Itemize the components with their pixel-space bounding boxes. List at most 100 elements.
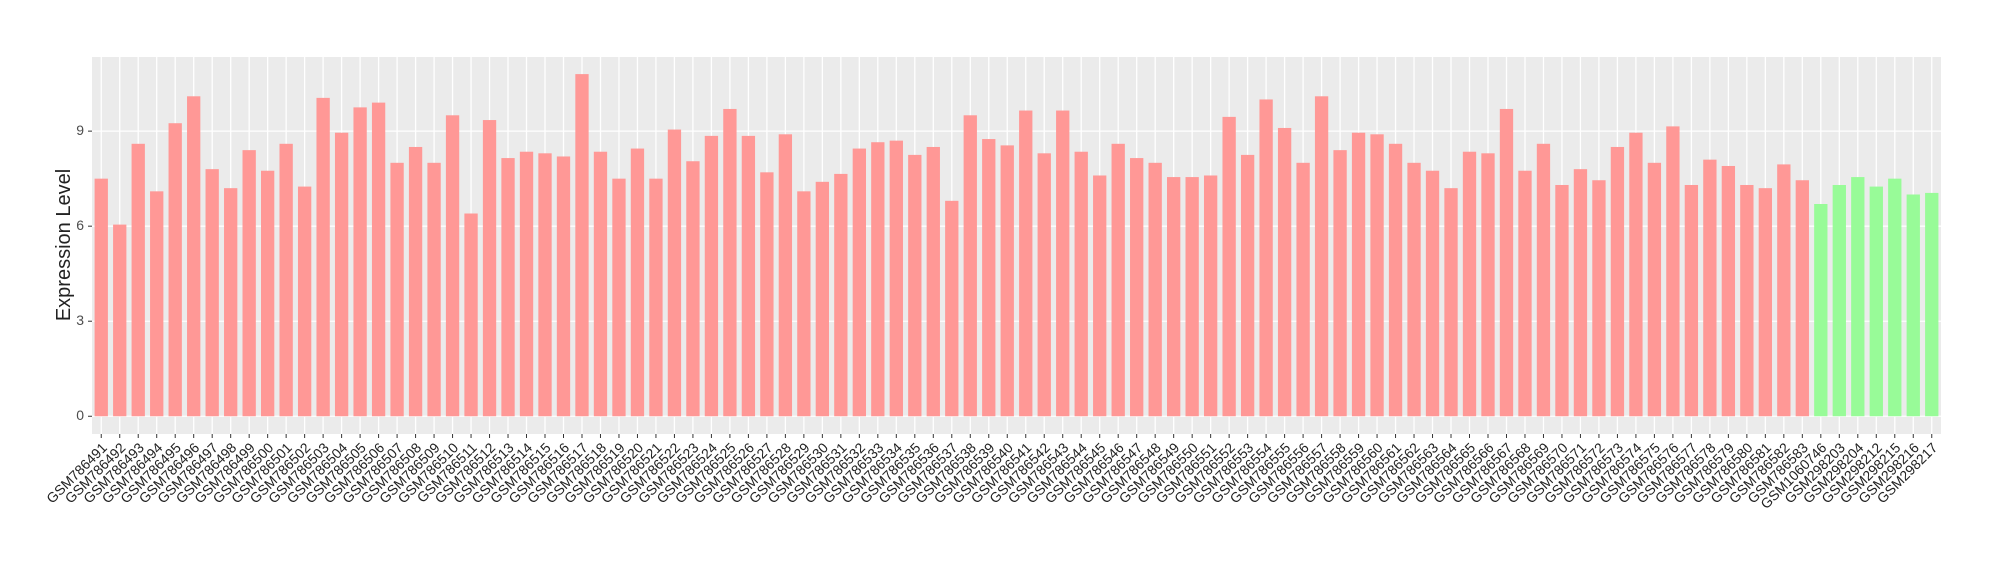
bar — [963, 115, 977, 417]
plot-background — [92, 57, 1941, 434]
bar — [390, 162, 404, 417]
bar — [1074, 151, 1088, 417]
bar — [1351, 132, 1366, 417]
bar — [1721, 165, 1736, 417]
bar — [94, 178, 108, 417]
bar — [1740, 184, 1754, 417]
bar — [723, 108, 737, 417]
bar — [1814, 203, 1828, 417]
bar — [1407, 162, 1421, 417]
bar — [1647, 162, 1662, 417]
bar — [408, 146, 423, 417]
bar — [926, 146, 940, 417]
bar — [1888, 178, 1902, 417]
bar — [538, 153, 552, 417]
bar — [1536, 143, 1551, 417]
bar — [1388, 143, 1403, 417]
bar — [1684, 184, 1699, 417]
bar — [1832, 184, 1846, 417]
bar — [1259, 99, 1273, 417]
bar — [852, 148, 866, 417]
bar — [353, 107, 367, 417]
bar — [908, 154, 922, 417]
bar — [982, 139, 996, 417]
bar — [704, 135, 719, 417]
bar — [1703, 159, 1717, 417]
bar — [1758, 188, 1773, 417]
bar — [1000, 145, 1014, 417]
bar — [1056, 110, 1070, 417]
bar — [242, 150, 256, 417]
bar — [464, 213, 478, 417]
bar — [1203, 175, 1218, 417]
bar — [168, 123, 182, 417]
bar — [686, 161, 700, 417]
y-tick-label: 6 — [76, 217, 84, 233]
bar — [260, 170, 275, 417]
bar — [113, 224, 127, 417]
bar — [1148, 162, 1162, 417]
bar — [834, 173, 848, 417]
bar — [1093, 175, 1107, 417]
bar — [1333, 150, 1347, 417]
bar — [1869, 186, 1883, 417]
bar — [1462, 151, 1477, 417]
bar — [1499, 108, 1514, 417]
bar — [556, 156, 571, 417]
bar — [889, 140, 903, 417]
bar — [1610, 146, 1625, 417]
bar — [445, 115, 460, 417]
bar — [1925, 192, 1939, 417]
bar — [1296, 162, 1310, 417]
bar — [297, 186, 312, 417]
bar — [1222, 116, 1236, 417]
bar — [224, 188, 238, 417]
bar — [279, 143, 293, 417]
bar — [1573, 169, 1588, 417]
bar — [760, 172, 774, 417]
bar — [667, 129, 682, 417]
bar — [1795, 180, 1809, 417]
bar — [519, 151, 534, 417]
bar — [1167, 177, 1181, 417]
bar — [131, 143, 145, 417]
bar — [1277, 127, 1292, 417]
y-tick-label: 9 — [76, 122, 84, 138]
bar — [1851, 177, 1865, 417]
bar — [1370, 134, 1384, 417]
y-tick-label: 3 — [76, 312, 84, 328]
bar — [1555, 184, 1569, 417]
bar — [1185, 177, 1199, 417]
bar — [1592, 180, 1606, 417]
bar — [778, 134, 793, 417]
y-tick-label: 0 — [76, 407, 84, 423]
bar — [1906, 194, 1920, 417]
bar — [187, 96, 201, 417]
bar — [649, 178, 663, 417]
bar — [612, 178, 626, 417]
bar — [815, 181, 830, 417]
bar — [316, 97, 330, 417]
bar — [1481, 153, 1495, 417]
bar — [1111, 143, 1125, 417]
bar — [150, 191, 164, 417]
bar — [1444, 188, 1458, 417]
bar — [630, 148, 645, 417]
y-axis-title: Expression Level — [53, 169, 75, 321]
bar — [1629, 132, 1643, 417]
bar — [1130, 158, 1144, 417]
bar — [1240, 154, 1255, 417]
bar — [1777, 164, 1791, 417]
bar — [427, 162, 441, 417]
bar — [741, 135, 756, 417]
bar — [1019, 110, 1033, 417]
bar — [945, 200, 959, 417]
bar — [1037, 153, 1051, 417]
bar — [205, 169, 219, 417]
bar — [575, 74, 589, 417]
bar — [1425, 170, 1440, 417]
bar — [797, 191, 811, 417]
bar — [1666, 126, 1680, 417]
bar — [1518, 170, 1532, 417]
